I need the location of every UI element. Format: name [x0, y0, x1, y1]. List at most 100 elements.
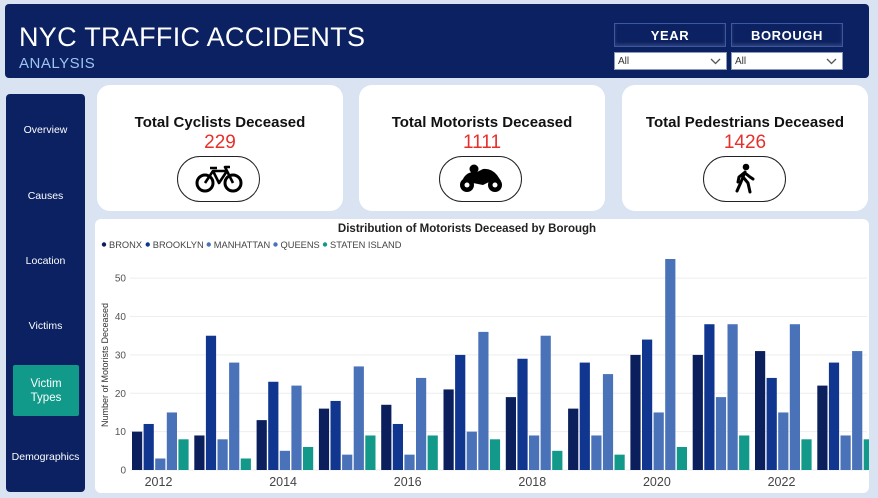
bar — [132, 431, 143, 470]
bar — [416, 377, 427, 470]
motorists-icon-button[interactable] — [439, 156, 522, 202]
bar — [778, 412, 789, 470]
bar — [303, 446, 314, 470]
bar — [155, 458, 166, 470]
bar — [194, 435, 205, 470]
chevron-down-icon — [710, 58, 721, 65]
legend-label: MANHATTAN — [214, 240, 270, 250]
kpi-value: 1111 — [462, 132, 502, 153]
bar — [676, 446, 687, 470]
chart-bars — [132, 259, 874, 470]
bar — [279, 450, 290, 470]
bar — [755, 351, 766, 470]
bar — [602, 374, 614, 470]
y-tick-label: 20 — [115, 389, 127, 400]
bar — [217, 439, 228, 470]
bar — [630, 354, 641, 470]
bar — [466, 431, 477, 470]
bar — [840, 435, 851, 470]
legend-marker — [101, 242, 107, 247]
bar — [828, 362, 840, 470]
bar — [268, 381, 279, 470]
y-tick-label: 50 — [115, 274, 127, 285]
bar — [614, 454, 625, 470]
legend-label: BROOKLYN — [153, 240, 204, 250]
y-tick-label: 30 — [115, 350, 127, 361]
bar — [552, 450, 563, 470]
app-title: NYC TRAFFIC ACCIDENTS — [19, 22, 366, 52]
bar — [505, 397, 516, 470]
bar — [579, 362, 590, 470]
bar — [427, 435, 438, 470]
cyclists-icon-button[interactable] — [177, 156, 260, 202]
kpi-title: Total Motorists Deceased — [391, 114, 573, 131]
bar — [365, 435, 376, 470]
nav-item-location[interactable]: Location — [25, 255, 66, 267]
bar — [642, 339, 653, 470]
bar — [789, 324, 800, 470]
legend-label: QUEENS — [281, 240, 320, 250]
year-filter-label: YEAR — [614, 23, 726, 47]
x-tick-label: 2016 — [394, 475, 422, 489]
app-subtitle: ANALYSIS — [19, 55, 96, 72]
bar — [205, 335, 217, 470]
bar — [863, 439, 874, 470]
pedestrian-icon — [735, 163, 754, 194]
nav-item-causes[interactable]: Causes — [27, 190, 64, 202]
bar — [517, 358, 528, 470]
kpi-card-motorists: Total Motorists Deceased 1111 — [359, 85, 605, 211]
kpi-value: 229 — [204, 132, 236, 153]
x-tick-label: 2018 — [518, 475, 546, 489]
bar — [318, 408, 330, 470]
kpi-title: Total Cyclists Deceased — [134, 114, 306, 131]
bar — [665, 259, 676, 470]
motorists-by-borough-chart: Distribution of Motorists Deceased by Bo… — [95, 219, 874, 493]
nav-item-victim-types-line2: Types — [30, 391, 62, 404]
y-tick-label: 40 — [115, 312, 127, 323]
bar — [727, 324, 738, 470]
nav-item-overview[interactable]: Overview — [23, 124, 68, 136]
bar — [455, 354, 466, 470]
bar — [540, 335, 551, 470]
bar — [692, 354, 703, 470]
chevron-down-icon — [826, 58, 837, 65]
bar — [529, 435, 540, 470]
legend-label: BRONX — [109, 240, 142, 250]
kpi-card-pedestrians: Total Pedestrians Deceased 1426 — [622, 85, 868, 211]
x-tick-label: 2014 — [269, 475, 297, 489]
chart-svg: Distribution of Motorists Deceased by Bo… — [100, 223, 874, 489]
borough-dropdown[interactable]: All — [731, 52, 843, 70]
legend-marker — [273, 242, 278, 247]
bar — [166, 412, 177, 470]
bar — [404, 454, 415, 470]
nav-item-victims[interactable]: Victims — [28, 320, 63, 332]
bar — [489, 439, 501, 470]
sidebar-nav: Overview Causes Location Victims Victim … — [6, 94, 85, 492]
bar — [817, 385, 828, 470]
chart-title: Distribution of Motorists Deceased by Bo… — [338, 223, 596, 235]
bar — [342, 454, 353, 470]
x-tick-label: 2012 — [145, 475, 173, 489]
y-axis-ticks: 0 10 20 30 40 50 — [115, 274, 127, 477]
year-dropdown-value: All — [618, 55, 630, 67]
y-tick-label: 0 — [120, 466, 126, 477]
bicycle-icon — [195, 165, 242, 193]
bar — [392, 423, 403, 470]
bar — [143, 423, 154, 470]
bar — [739, 435, 750, 470]
bar — [240, 458, 251, 470]
bar — [381, 404, 392, 470]
bar — [591, 435, 602, 470]
kpi-card-cyclists: Total Cyclists Deceased 229 — [97, 85, 343, 211]
bar — [291, 385, 302, 470]
pedestrians-icon-button[interactable] — [703, 156, 786, 202]
bar — [178, 439, 189, 470]
nav-item-demographics[interactable]: Demographics — [11, 451, 80, 463]
year-dropdown[interactable]: All — [614, 52, 727, 70]
y-tick-label: 10 — [115, 427, 127, 438]
legend-marker — [145, 242, 150, 247]
bar — [443, 389, 454, 470]
chart-legend: BRONX BROOKLYN MANHATTAN QUEENS STATEN ISLAN… — [101, 240, 402, 250]
nav-item-victim-types[interactable]: Victim Types — [13, 365, 79, 416]
legend-marker — [206, 242, 211, 247]
